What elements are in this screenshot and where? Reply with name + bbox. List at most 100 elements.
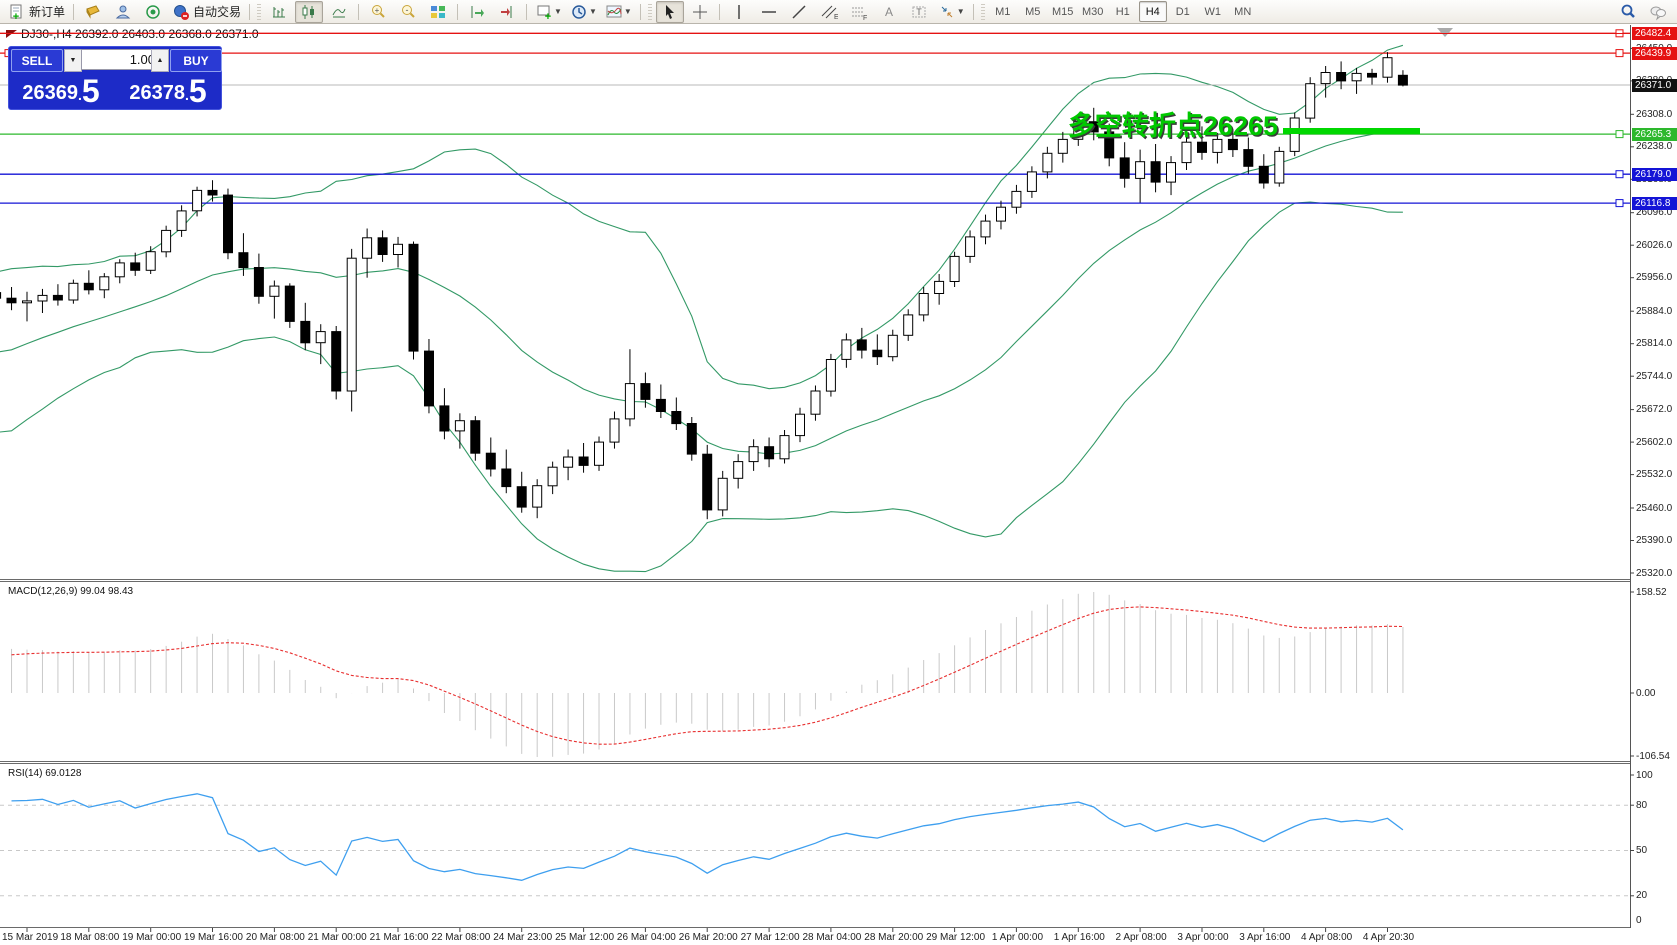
toolbar-grip[interactable] — [980, 3, 985, 20]
candle-body-bull — [315, 331, 326, 344]
candle-body-bull — [609, 418, 620, 443]
candle-body-bull — [594, 441, 604, 466]
candle-body-bear — [1227, 138, 1238, 151]
up-arrow-icon: ▲ — [156, 57, 164, 64]
dropdown-arrow-icon: ▼ — [554, 7, 562, 16]
timeframe-button-h1[interactable]: H1 — [1115, 5, 1130, 18]
price-tick-label: 26026.0 — [1636, 239, 1673, 251]
new-order-button[interactable]: + 新订单 — [5, 1, 68, 23]
rsi-line — [11, 793, 1404, 881]
trendline-button[interactable] — [785, 1, 813, 23]
fibonacci-button[interactable]: F — [845, 1, 873, 23]
auto-scroll-button[interactable] — [463, 1, 491, 23]
macd-indicator-label: MACD(12,26,9) 99.04 98.43 — [8, 586, 134, 597]
annotation-trendline[interactable] — [1283, 128, 1420, 134]
candle-body-bull — [624, 383, 635, 420]
horizontal-line-button[interactable] — [755, 1, 783, 23]
autotrading-icon — [172, 3, 190, 21]
candle-body-bull — [965, 236, 976, 257]
equidistant-channel-button[interactable]: E — [815, 1, 843, 23]
candlestick-chart-button[interactable] — [295, 0, 324, 23]
candle-body-bear — [130, 262, 141, 271]
cursor-button[interactable] — [655, 0, 684, 23]
grey-arrow-marker-icon[interactable] — [1437, 28, 1453, 37]
horizontal-line-icon — [760, 3, 778, 21]
candle-body-bull — [1042, 152, 1053, 173]
community-button[interactable] — [109, 1, 137, 23]
candle-body-bear — [1367, 72, 1377, 78]
vertical-line-button[interactable] — [725, 1, 753, 23]
zoom-out-button[interactable]: - — [394, 1, 422, 23]
object-handle[interactable] — [1615, 49, 1624, 58]
signals-icon — [144, 3, 162, 21]
sell-price-display[interactable]: 26369. 5 — [9, 72, 113, 109]
chat-button[interactable] — [1644, 1, 1672, 23]
time-axis-label: 28 Mar 20:00 — [864, 932, 924, 943]
line-chart-button[interactable] — [325, 1, 353, 23]
toolbar-grip[interactable] — [257, 3, 262, 20]
chart-shift-button[interactable] — [493, 1, 521, 23]
price-tick-label: 25744.0 — [1636, 370, 1673, 382]
tile-windows-button[interactable] — [424, 1, 452, 23]
zoom-in-icon: + — [369, 3, 387, 21]
timeframe-button-m5[interactable]: M5 — [1025, 5, 1041, 18]
candle-body-bear — [6, 297, 17, 304]
search-button[interactable] — [1614, 1, 1642, 23]
time-axis-label: 20 Mar 08:00 — [245, 932, 305, 943]
fibonacci-icon: F — [850, 3, 868, 22]
time-axis-label: 25 Mar 12:00 — [555, 932, 615, 943]
timeframe-button-h4[interactable]: H4 — [1138, 1, 1167, 22]
new-chart-button[interactable]: + ▼ — [532, 1, 565, 23]
price-tick-label: 25320.0 — [1636, 567, 1673, 579]
candle-body-bull — [810, 390, 821, 415]
candle-body-bull — [532, 485, 543, 508]
timeframe-button-w1[interactable]: W1 — [1204, 5, 1221, 18]
timeframe-button-m1[interactable]: M1 — [995, 5, 1011, 18]
object-handle[interactable] — [1615, 170, 1624, 179]
buy-price-display[interactable]: 26378. 5 — [115, 72, 221, 109]
timeframe-button-m15[interactable]: M15 — [1052, 5, 1074, 18]
autotrading-button[interactable]: 自动交易 — [169, 1, 244, 23]
toolbar-grip[interactable] — [647, 3, 652, 20]
annotation-text[interactable]: 多空转折点26265 — [1067, 111, 1278, 141]
indicators-button[interactable]: ▼ — [602, 1, 635, 23]
notebook-button[interactable] — [79, 1, 107, 23]
candle-body-bear — [300, 320, 311, 344]
sell-button[interactable]: SELL — [11, 49, 63, 72]
bar-chart-button[interactable] — [265, 1, 293, 23]
candle-body-bear — [1104, 131, 1115, 159]
buy-button[interactable]: BUY — [170, 49, 222, 72]
rsi-axis-label: 100 — [1636, 769, 1653, 781]
chart-window-title: DJ30-,H4 26392.0 26403.0 26368.0 26371.0 — [6, 27, 259, 41]
object-handle[interactable] — [1615, 130, 1624, 139]
timeframe-button-m30[interactable]: M30 — [1082, 5, 1104, 18]
resistance-line-26482[interactable] — [0, 33, 1630, 34]
price-tick-label: 26096.0 — [1636, 207, 1673, 219]
candle-body-bear — [1336, 72, 1347, 82]
svg-text:A: A — [885, 5, 893, 19]
arrows-button[interactable]: ▼ — [935, 1, 968, 23]
candle-body-bear — [1119, 157, 1130, 179]
separator — [249, 3, 251, 20]
zoom-in-button[interactable]: + — [364, 1, 392, 23]
separator — [718, 3, 720, 20]
time-axis-label: 4 Apr 20:30 — [1362, 932, 1415, 943]
candle-body-bull — [37, 294, 48, 302]
candle-body-bull — [980, 220, 991, 238]
profiles-button[interactable]: ▼ — [567, 1, 600, 23]
volume-decrease-button[interactable]: ▼ — [64, 49, 82, 72]
buy-price-pips: 5 — [188, 73, 207, 109]
text-button[interactable]: A — [875, 1, 903, 23]
crosshair-button[interactable] — [686, 1, 714, 23]
signals-button[interactable] — [139, 1, 167, 23]
timeframe-button-mn[interactable]: MN — [1234, 5, 1252, 18]
volume-input[interactable] — [81, 49, 160, 70]
text-label-button[interactable]: T — [905, 1, 933, 23]
object-handle[interactable] — [1615, 199, 1624, 208]
candle-body-bear — [408, 243, 419, 352]
svg-text:T: T — [916, 7, 922, 17]
time-axis-label: 2 Apr 08:00 — [1115, 932, 1167, 943]
timeframe-button-d1[interactable]: D1 — [1175, 5, 1190, 18]
volume-increase-button[interactable]: ▲ — [151, 49, 169, 72]
